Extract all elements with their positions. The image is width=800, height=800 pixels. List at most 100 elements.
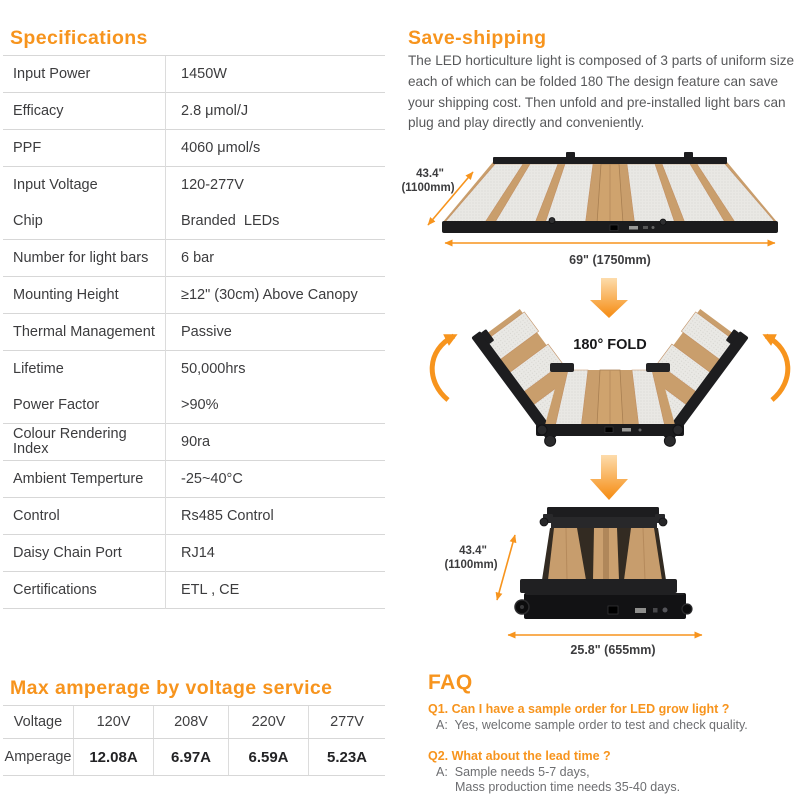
amp-header-amperage: Amperage: [3, 739, 74, 775]
spec-label: Control: [13, 508, 60, 524]
folded-front-panel: [524, 593, 686, 619]
faq-section: FAQ Q1. Can I have a sample order for LE…: [428, 671, 800, 796]
amperage-title: Max amperage by voltage service: [10, 677, 333, 699]
width-dimension-label-mm: (1100mm): [401, 182, 454, 194]
table-row: Amperage 12.08A 6.97A 6.59A 5.23A: [3, 739, 385, 776]
spec-group: Efficacy 2.8 μmol/J: [3, 93, 385, 130]
spec-value: -25~40°C: [181, 471, 243, 487]
specifications-table: Input Power 1450W Efficacy 2.8 μmol/J PP…: [3, 55, 385, 609]
spec-label: Input Voltage: [13, 177, 98, 193]
spec-label: Certifications: [13, 582, 97, 598]
folded-width-label-in: 43.4": [459, 545, 487, 557]
spec-row-mounting-height: Mounting Height ≥12" (30cm) Above Canopy: [3, 277, 385, 313]
amperage-table: Voltage 120V 208V 220V 277V Amperage 12.…: [3, 705, 385, 776]
folding-light-diagram: 180° FOLD: [432, 302, 788, 450]
spec-row-input-voltage: Input Voltage 120-277V: [3, 167, 385, 203]
save-shipping-paragraph: The LED horticulture light is composed o…: [408, 53, 795, 131]
spec-value: 1450W: [181, 66, 227, 82]
spec-row-ppf: PPF 4060 μmol/s: [3, 130, 385, 166]
spec-label: Daisy Chain Port: [13, 545, 122, 561]
spec-value: Branded LEDs: [181, 213, 280, 229]
spec-value: 2.8 μmol/J: [181, 103, 249, 119]
spec-value: 120-277V: [181, 177, 244, 193]
spec-row-control: Control Rs485 Control: [3, 498, 385, 534]
specifications-title: Specifications: [10, 27, 148, 49]
spec-label: Mounting Height: [13, 287, 119, 303]
width-dimension-arrow: [427, 171, 474, 226]
spec-label: Chip: [13, 213, 43, 229]
folded-top-rail: [547, 507, 659, 517]
spec-row-ambient: Ambient Temperture -25~40°C: [3, 461, 385, 497]
spec-label: PPF: [13, 140, 42, 156]
spec-value: Passive: [181, 324, 232, 340]
spec-value: >90%: [181, 397, 219, 413]
spec-group: Thermal Management Passive: [3, 314, 385, 351]
spec-row-daisy-chain: Daisy Chain Port RJ14: [3, 535, 385, 571]
spec-label: Ambient Temperture: [13, 471, 144, 487]
fold-arrow-right-icon: [766, 336, 788, 400]
spec-group: Input Voltage 120-277V Chip Branded LEDs: [3, 167, 385, 240]
spec-row-efficacy: Efficacy 2.8 μmol/J: [3, 93, 385, 129]
amp-voltage-220: 220V: [229, 706, 309, 738]
faq-title: FAQ: [428, 671, 473, 694]
table-column-divider: [165, 56, 166, 609]
fold-arrow-left-icon: [432, 336, 454, 400]
spec-row-input-power: Input Power 1450W: [3, 56, 385, 92]
spec-label: Colour Rendering Index: [13, 426, 127, 457]
spec-group: Number for light bars 6 bar: [3, 240, 385, 277]
faq-answer-2-line-2: Mass production time needs 35-40 days.: [455, 780, 681, 794]
faq-question-1: Q1. Can I have a sample order for LED gr…: [428, 702, 730, 716]
spec-group: Input Power 1450W: [3, 56, 385, 93]
spec-value: ETL , CE: [181, 582, 240, 598]
amp-voltage-208: 208V: [154, 706, 229, 738]
folded-wood-columns: [548, 527, 662, 581]
spec-value: Rs485 Control: [181, 508, 274, 524]
spec-row-certifications: Certifications ETL , CE: [3, 572, 385, 608]
faq-question-2: Q2. What about the lead time ?: [428, 748, 611, 763]
spec-value: ≥12" (30cm) Above Canopy: [181, 287, 358, 303]
width-dimension-label-in: 43.4": [416, 168, 444, 180]
folded-light-diagram: 43.4" (1100mm) 25.8" (655mm): [444, 507, 703, 657]
spec-label: Number for light bars: [13, 250, 149, 266]
spec-label: Efficacy: [13, 103, 64, 119]
fold-label: 180° FOLD: [573, 337, 646, 353]
folded-width-label-mm: (1100mm): [444, 559, 497, 571]
amp-value-220: 6.59A: [229, 739, 309, 775]
spec-value: 50,000hrs: [181, 361, 246, 377]
faq-answer-1: A: Yes, welcome sample order to test and…: [436, 718, 748, 732]
spec-label: Lifetime: [13, 361, 64, 377]
folded-base: [520, 579, 677, 593]
spec-row-chip: Chip Branded LEDs: [3, 203, 385, 239]
amp-header-voltage: Voltage: [3, 706, 74, 738]
spec-value: 90ra: [181, 434, 211, 450]
spec-group: Mounting Height ≥12" (30cm) Above Canopy: [3, 277, 385, 314]
amp-value-120: 12.08A: [74, 739, 154, 775]
save-shipping-title: Save-shipping: [408, 27, 547, 49]
spec-group: Lifetime 50,000hrs Power Factor >90%: [3, 351, 385, 424]
spec-group: Daisy Chain Port RJ14: [3, 535, 385, 572]
folded-length-label: 25.8" (655mm): [570, 643, 655, 657]
spec-group: Certifications ETL , CE: [3, 572, 385, 609]
table-row: Voltage 120V 208V 220V 277V: [3, 706, 385, 739]
spec-label: Thermal Management: [13, 324, 155, 340]
width-dimension-arrow: [495, 534, 517, 601]
amp-voltage-277: 277V: [330, 714, 364, 730]
spec-group: Colour Rendering Index 90ra: [3, 424, 385, 461]
down-arrow-icon: [590, 455, 628, 500]
fold-diagram: 43.4" (1100mm) 69" (1750mm) 180° FOLD: [401, 152, 800, 657]
spec-value: 4060 μmol/s: [181, 140, 261, 156]
spec-value: 6 bar: [181, 250, 215, 266]
amp-voltage-120: 120V: [74, 706, 154, 738]
spec-row-light-bars: Number for light bars 6 bar: [3, 240, 385, 276]
spec-row-power-factor: Power Factor >90%: [3, 387, 385, 423]
amp-value-277: 5.23A: [326, 748, 368, 766]
spec-value: RJ14: [181, 545, 215, 561]
amp-value-208: 6.97A: [154, 739, 229, 775]
down-arrow-icon: [590, 278, 628, 318]
center-section: [536, 363, 684, 436]
spec-group: PPF 4060 μmol/s: [3, 130, 385, 167]
spec-row-cri: Colour Rendering Index 90ra: [3, 424, 385, 460]
spec-row-thermal: Thermal Management Passive: [3, 314, 385, 350]
length-dimension-label: 69" (1750mm): [569, 253, 651, 267]
